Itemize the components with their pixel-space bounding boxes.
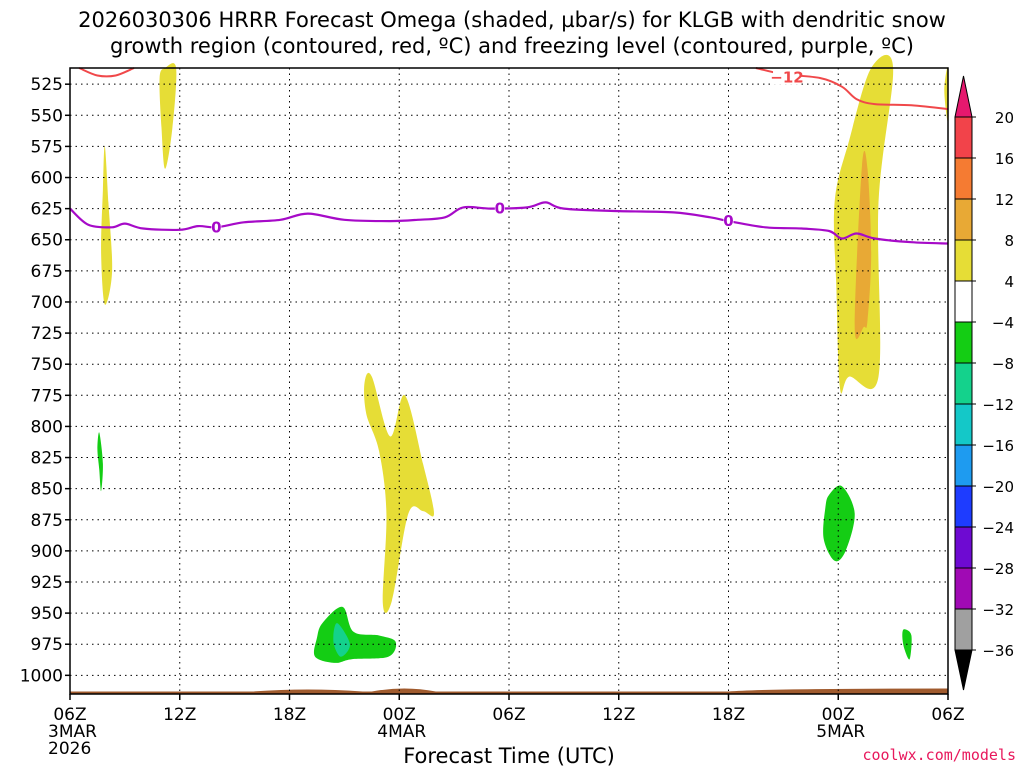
y-tick-label: 700 — [31, 293, 63, 313]
credit-text: coolwx.com/models — [862, 746, 1016, 764]
y-tick-label: 725 — [31, 324, 63, 344]
y-tick-label: 775 — [31, 386, 63, 406]
y-tick-label: 550 — [31, 106, 63, 126]
freezing-label-bg — [211, 219, 222, 234]
colorbar-bin — [954, 198, 973, 241]
colorbar-bin — [954, 116, 973, 159]
colorbar-label: 8 — [1004, 232, 1014, 250]
omega-region — [159, 63, 177, 169]
freezing-label-bg — [494, 200, 505, 215]
x-tick-label: 00Z — [822, 705, 855, 725]
colorbar-label: 16 — [995, 150, 1014, 168]
y-tick-label: 625 — [31, 200, 63, 220]
x-tick-label: 18Z — [712, 705, 745, 725]
y-tick-label: 800 — [31, 417, 63, 437]
colorbar-label: −24 — [982, 519, 1014, 537]
freezing-level-label: 0 — [723, 212, 733, 230]
colorbar-bin — [954, 444, 973, 487]
colorbar-top-arrow — [954, 75, 973, 118]
x-tick-label: 06Z — [931, 705, 964, 725]
omega-region — [333, 623, 350, 657]
ground-surface — [70, 691, 948, 694]
x-tick-label: 18Z — [273, 705, 306, 725]
omega-shading — [97, 54, 949, 663]
colorbar-bin — [954, 321, 973, 364]
y-tick-label: 950 — [31, 604, 63, 624]
x-tick-label: 06Z — [492, 705, 525, 725]
omega-region — [101, 146, 113, 305]
chart-title-line2: growth region (contoured, red, ºC) and f… — [110, 34, 914, 58]
y-tick-label: 650 — [31, 231, 63, 251]
colorbar-bin — [954, 362, 973, 405]
freezing-label-bg — [723, 213, 734, 228]
omega-region — [313, 606, 397, 663]
x-tick-date: 3MAR — [48, 722, 97, 742]
y-tick-label: 600 — [31, 169, 63, 189]
dgz-label-bg — [773, 70, 802, 85]
freezing-level-line — [69, 201, 949, 245]
freezing-level-label: 0 — [495, 199, 505, 217]
colorbar-label: −20 — [982, 478, 1014, 496]
colorbar-label: −16 — [982, 437, 1014, 455]
colorbar-label: 12 — [995, 191, 1014, 209]
colorbar-bin — [954, 526, 973, 569]
colorbar-label: −8 — [992, 355, 1014, 373]
colorbar: 20 16 12 8 4 −4 −8 −12 −16 −20 −24 −28 −32 −36 — [954, 75, 1014, 691]
colorbar-bin — [954, 567, 973, 610]
y-tick-label: 675 — [31, 262, 63, 282]
y-tick-label: 575 — [31, 137, 63, 157]
colorbar-label: −28 — [982, 560, 1014, 578]
dgz-contour-line — [78, 67, 135, 78]
ground-bump — [252, 688, 948, 692]
y-tick-label: 825 — [31, 449, 63, 469]
omega-region — [823, 485, 855, 562]
y-axis: 525 550 575 600 625 650 675 700 725 750 775 800 825 8… — [20, 75, 70, 686]
x-tick-label: 12Z — [163, 705, 196, 725]
y-tick-label: 975 — [31, 635, 63, 655]
colorbar-label: 4 — [1004, 273, 1014, 291]
x-tick-label: 06Z — [53, 705, 86, 725]
colorbar-bin — [954, 280, 973, 323]
ground-layer — [70, 688, 948, 694]
y-tick-label: 900 — [31, 542, 63, 562]
y-tick-label: 1000 — [20, 666, 63, 686]
colorbar-label: −12 — [982, 396, 1014, 414]
colorbar-bin — [954, 608, 973, 651]
x-tick-year: 2026 — [48, 739, 91, 759]
colorbar-label: −36 — [982, 642, 1014, 660]
x-tick-date: 5MAR — [816, 722, 865, 742]
omega-region — [97, 432, 103, 492]
y-tick-label: 750 — [31, 355, 63, 375]
x-tick-date: 4MAR — [377, 722, 426, 742]
grid — [70, 68, 948, 694]
freezing-level-label: 0 — [211, 218, 221, 236]
contours: 0 0 0 −12 — [69, 67, 949, 245]
dgz-contour-label: −12 — [770, 69, 803, 87]
y-tick-label: 525 — [31, 75, 63, 95]
x-tick-label: 00Z — [383, 705, 416, 725]
chart-title-line1: 2026030306 HRRR Forecast Omega (shaded, … — [78, 8, 946, 32]
colorbar-bin — [954, 239, 973, 282]
colorbar-bottom-arrow — [954, 649, 973, 691]
y-tick-label: 875 — [31, 511, 63, 531]
colorbar-bin — [954, 485, 973, 528]
x-tick-label: 12Z — [602, 705, 635, 725]
colorbar-bin — [954, 157, 973, 200]
colorbar-label: −4 — [992, 314, 1014, 332]
x-axis-label: Forecast Time (UTC) — [403, 744, 615, 768]
y-tick-label: 925 — [31, 573, 63, 593]
colorbar-bin — [954, 403, 973, 446]
omega-region — [854, 150, 872, 340]
colorbar-label: 20 — [995, 109, 1014, 127]
colorbar-label: −32 — [982, 601, 1014, 619]
y-tick-label: 850 — [31, 480, 63, 500]
